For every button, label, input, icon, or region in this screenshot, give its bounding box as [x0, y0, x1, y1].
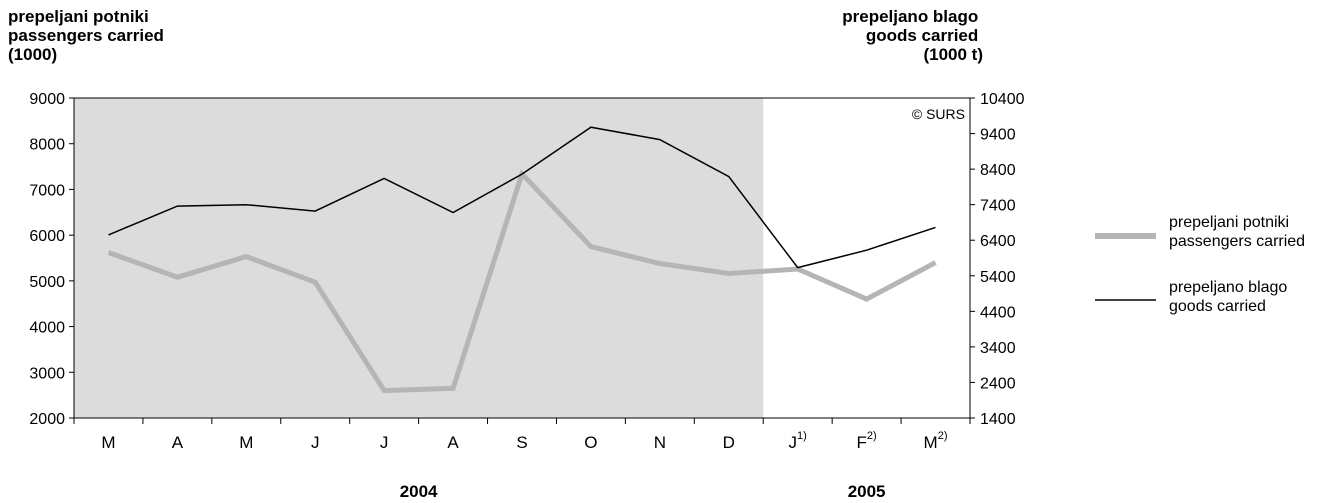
- left-tick-label: 5000: [29, 274, 65, 291]
- right-tick-label: 9400: [980, 127, 1016, 144]
- x-tick-label: D: [723, 433, 735, 452]
- year-label: 2005: [848, 482, 886, 501]
- left-tick-label: 4000: [29, 320, 65, 337]
- left-tick-label: 2000: [29, 411, 65, 428]
- right-tick-label: 5400: [980, 269, 1016, 286]
- left-axis: 2000 3000 4000 5000 6000 7000 8000 9000: [29, 91, 74, 428]
- x-tick-label: O: [584, 433, 597, 452]
- x-tick-label-text: S: [516, 433, 527, 452]
- x-tick-label-text: D: [723, 433, 735, 452]
- legend-label-goods-line-1: prepeljano blago: [1169, 279, 1287, 296]
- right-tick-label: 4400: [980, 304, 1016, 321]
- legend-label-passengers-line-2: passengers carried: [1169, 233, 1305, 250]
- x-tick-label: A: [447, 433, 459, 452]
- left-axis-title-line-3: (1000): [8, 45, 57, 64]
- left-axis-title-line-2: passengers carried: [8, 26, 164, 45]
- x-tick-label-text: J: [380, 433, 389, 452]
- x-tick-label: A: [172, 433, 184, 452]
- copyright-annotation: © SURS: [912, 106, 965, 122]
- right-tick-label: 6400: [980, 233, 1016, 250]
- right-axis-title: prepeljano blago goods carried (1000 t): [842, 7, 983, 64]
- legend-label-passengers-line-1: prepeljani potniki: [1169, 214, 1289, 231]
- left-tick-label: 9000: [29, 91, 65, 108]
- left-tick-label: 6000: [29, 228, 65, 245]
- x-tick-footnote: 1): [797, 430, 807, 442]
- legend-label-goods-line-2: goods carried: [1169, 298, 1266, 315]
- left-tick-label: 8000: [29, 137, 65, 154]
- x-tick-label: J: [311, 433, 320, 452]
- right-tick-label: 10400: [980, 91, 1025, 108]
- x-tick-label: M: [101, 433, 115, 452]
- right-tick-label: 1400: [980, 411, 1016, 428]
- x-axis: M A M J J A S O N D J1) F2) M2): [73, 418, 971, 452]
- x-tick-label-text: O: [584, 433, 597, 452]
- series-line-goods: [108, 126, 936, 269]
- year-labels: 2004 2005: [400, 482, 886, 501]
- x-tick-footnote: 2): [938, 430, 948, 442]
- year-label: 2004: [400, 482, 438, 501]
- left-tick-label: 3000: [29, 365, 65, 382]
- x-tick-label-text: N: [654, 433, 666, 452]
- right-tick-label: 8400: [980, 162, 1016, 179]
- x-tick-label-text: M: [101, 433, 115, 452]
- legend-label-passengers: prepeljani potniki passengers carried: [1169, 214, 1305, 250]
- x-tick-label: J1): [789, 430, 807, 452]
- right-axis-title-line-1: prepeljano blago: [842, 7, 978, 26]
- x-tick-label-text: M: [924, 433, 938, 452]
- left-axis-title: prepeljani potniki passengers carried (1…: [8, 7, 169, 64]
- right-axis-title-line-3: (1000 t): [923, 45, 983, 64]
- x-tick-label-text: J: [789, 433, 798, 452]
- legend-label-goods: prepeljano blago goods carried: [1169, 279, 1292, 315]
- x-tick-label-text: A: [172, 433, 184, 452]
- shaded-period-2004: [74, 98, 764, 418]
- x-tick-label: S: [516, 433, 527, 452]
- x-tick-label-text: A: [447, 433, 459, 452]
- right-tick-label: 3400: [980, 340, 1016, 357]
- series-lines: [107, 126, 937, 394]
- x-tick-label: M2): [924, 430, 948, 452]
- x-tick-label: N: [654, 433, 666, 452]
- left-axis-title-line-1: prepeljani potniki: [8, 7, 149, 26]
- right-tick-label: 7400: [980, 198, 1016, 215]
- right-axis-title-line-2: goods carried: [866, 26, 978, 45]
- x-tick-label: M: [239, 433, 253, 452]
- x-tick-label-text: M: [239, 433, 253, 452]
- right-axis: 1400 2400 3400 4400 5400 6400 7400 8400 9400 1040…: [970, 91, 1025, 428]
- x-tick-label-text: J: [311, 433, 320, 452]
- x-tick-label-text: F: [857, 433, 867, 452]
- x-tick-footnote: 2): [867, 430, 877, 442]
- right-tick-label: 2400: [980, 375, 1016, 392]
- left-tick-label: 7000: [29, 182, 65, 199]
- plot-frame: [73, 97, 971, 419]
- legend: prepeljani potniki passengers carried pr…: [1095, 214, 1305, 315]
- x-tick-label: J: [380, 433, 389, 452]
- x-tick-label: F2): [857, 430, 877, 452]
